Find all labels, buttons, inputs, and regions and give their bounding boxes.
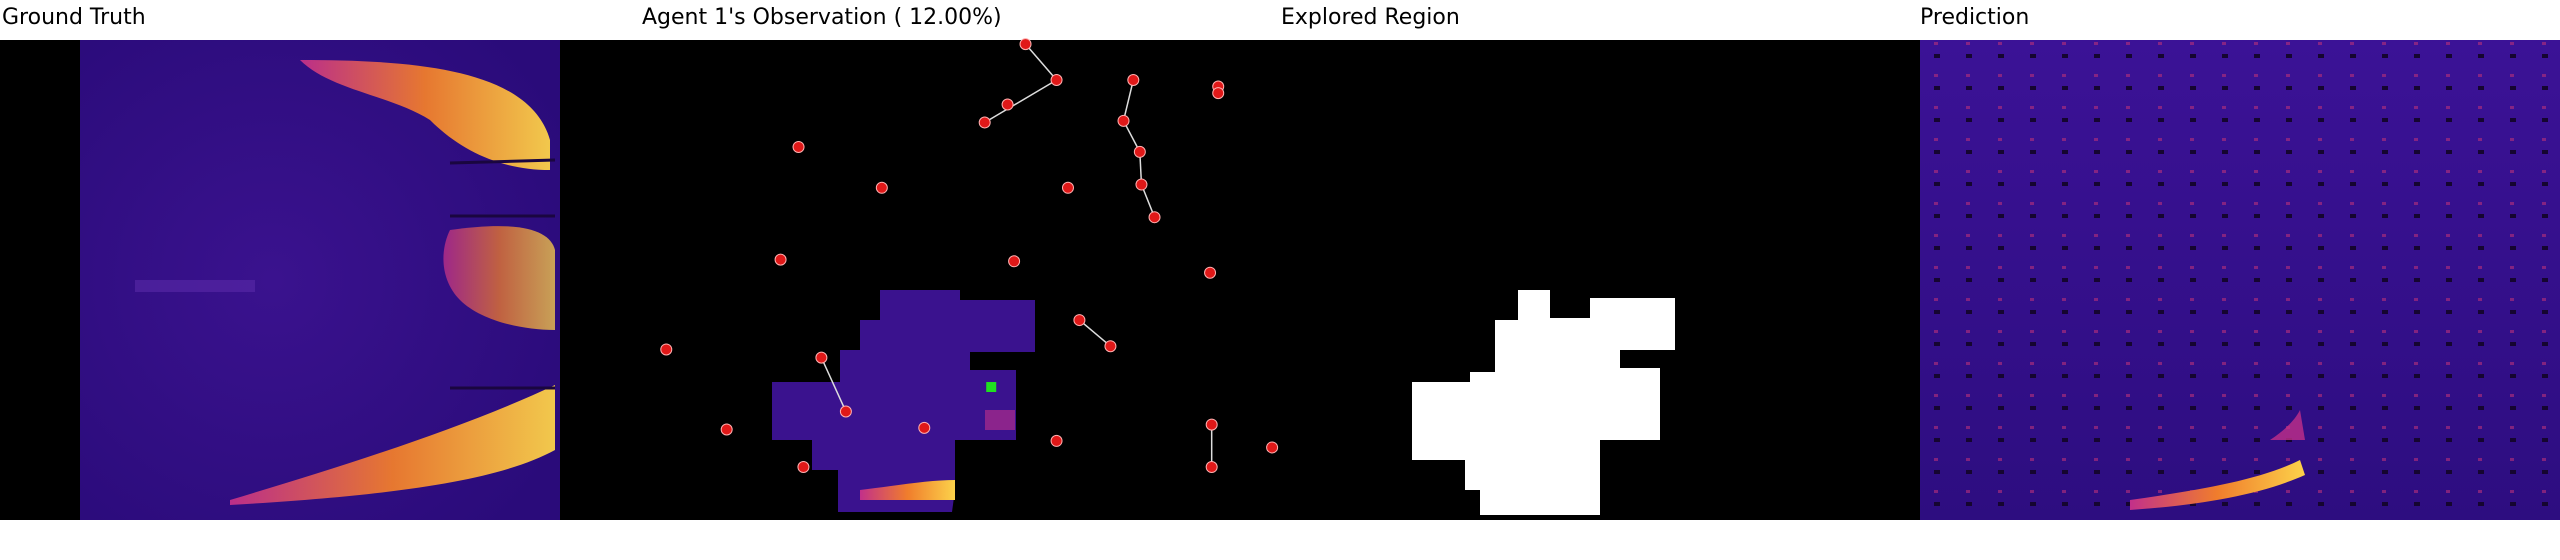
panel-title: Ground Truth [2,5,146,30]
explored-region [1412,290,1675,515]
agent-link [820,357,847,412]
agent-marker [1204,266,1217,279]
agent-marker [1266,441,1279,454]
agent-markers [660,38,1279,474]
agent-marker [1019,38,1032,51]
panel-title: Agent 1's Observation ( 12.00%) [642,5,1002,30]
ground-truth-image [80,40,560,520]
agent-marker [1212,87,1225,100]
agent-marker [978,116,991,129]
active-agent [986,382,997,393]
agent-marker [875,181,888,194]
agent-marker [1133,145,1146,158]
agent-marker [1073,314,1086,327]
agent-marker [797,461,810,474]
agent-marker [918,421,931,434]
agent-marker [1050,434,1063,447]
agent-marker [1104,340,1117,353]
agent-link [1024,43,1058,81]
agent-marker [1001,98,1014,111]
agent-marker [1205,461,1218,474]
panel-title: Prediction [1920,5,2029,30]
agent-marker [815,351,828,364]
observed-region [772,290,1035,512]
agent-marker [1050,74,1063,87]
agent-marker [1205,418,1218,431]
agent-link [1122,79,1135,122]
agent-link [984,79,1057,124]
agent-marker [720,423,733,436]
agent-marker [660,343,673,356]
agent-marker [1148,211,1161,224]
agent-marker [1008,255,1021,268]
panel-title: Explored Region [1281,5,1460,30]
agent-marker [774,253,787,266]
agent-marker [1135,178,1148,191]
prediction-image [1920,40,2560,520]
agent-marker [1061,181,1074,194]
agent-marker [839,405,852,418]
agent-marker [1127,74,1140,87]
agent-link [1078,319,1111,347]
agent-marker [792,140,805,153]
agent-marker [1117,114,1130,127]
